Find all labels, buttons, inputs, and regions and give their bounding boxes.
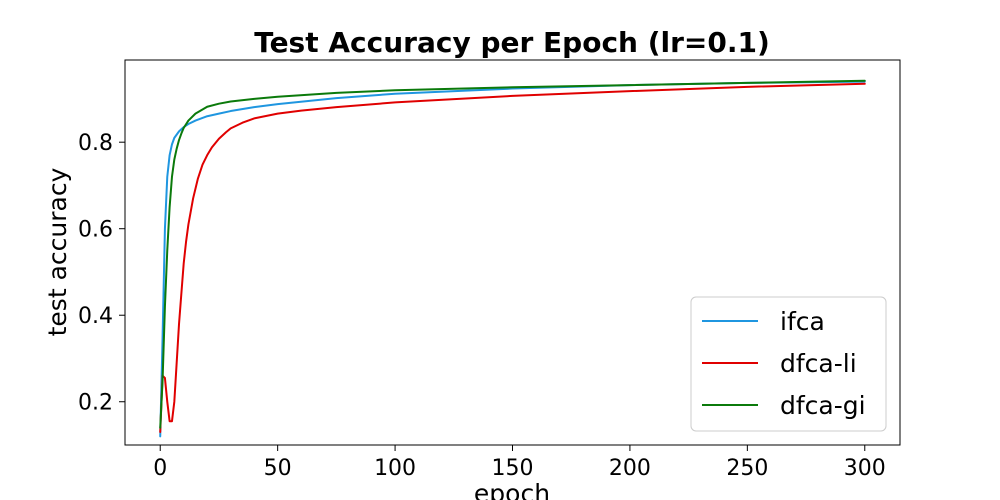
legend-label-dfca-li: dfca-li — [780, 349, 857, 378]
y-axis: 0.2 0.4 0.6 0.8 — [78, 131, 125, 416]
x-tick-label: 200 — [609, 456, 651, 481]
series-line-dfca-gi — [159, 79, 866, 429]
series-line-dfca-li — [159, 82, 866, 434]
x-tick-label: 100 — [374, 456, 416, 481]
legend: ifca dfca-li dfca-gi — [690, 296, 887, 432]
y-tick-label: 0.4 — [78, 304, 113, 329]
plot-area — [159, 79, 866, 438]
y-tick-label: 0.2 — [78, 391, 113, 416]
x-tick-label: 0 — [153, 456, 167, 481]
legend-label-ifca: ifca — [780, 307, 825, 336]
x-axis-label: epoch — [474, 479, 550, 500]
x-tick-label: 50 — [264, 456, 292, 481]
legend-label-dfca-gi: dfca-gi — [780, 391, 866, 420]
x-tick-label: 300 — [844, 456, 886, 481]
chart-title: Test Accuracy per Epoch (lr=0.1) — [254, 26, 770, 59]
x-tick-label: 250 — [726, 456, 768, 481]
y-tick-label: 0.6 — [78, 218, 113, 243]
y-axis-label: test accuracy — [43, 167, 72, 336]
series-line-ifca — [159, 80, 866, 438]
y-tick-label: 0.8 — [78, 131, 113, 156]
legend-box — [690, 296, 887, 432]
x-tick-label: 150 — [492, 456, 534, 481]
x-axis: 0 50 100 150 200 250 300 — [153, 445, 886, 481]
